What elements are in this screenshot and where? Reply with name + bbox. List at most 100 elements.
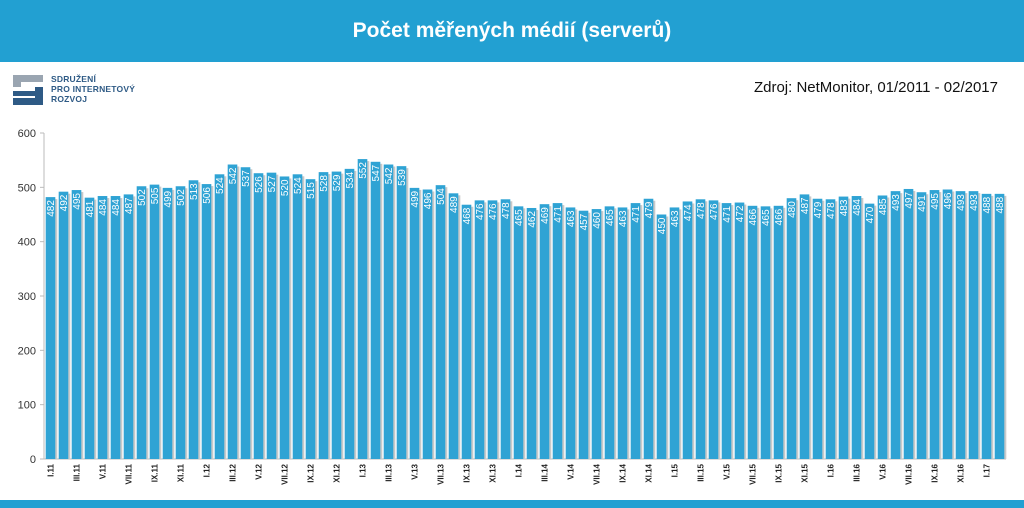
x-tick-label: IX.12 xyxy=(307,463,316,482)
bar xyxy=(84,197,95,459)
x-tick-label: XI.14 xyxy=(645,463,654,482)
bar-value-label: 529 xyxy=(332,174,343,191)
bar-value-label: 462 xyxy=(527,211,538,228)
bar-value-label: 466 xyxy=(748,208,759,225)
logo-line-2: PRO INTERNETOVÝ xyxy=(51,84,136,94)
x-tick-label: IX.11 xyxy=(151,463,160,482)
bar xyxy=(864,203,875,459)
bar xyxy=(656,214,667,459)
x-tick-label: XI.11 xyxy=(177,463,186,482)
x-tick-label: I.11 xyxy=(47,463,56,476)
bar xyxy=(45,197,56,459)
bar-value-label: 499 xyxy=(410,190,421,207)
bar-value-label: 487 xyxy=(800,197,811,214)
bar-value-label: 450 xyxy=(657,217,668,234)
bar xyxy=(435,185,446,459)
bar xyxy=(799,194,810,459)
bar xyxy=(747,205,758,459)
bar-value-label: 491 xyxy=(917,195,928,212)
bar xyxy=(71,190,82,460)
bar xyxy=(669,207,680,459)
bar-value-label: 526 xyxy=(254,176,265,193)
bar xyxy=(227,164,238,459)
bar-value-label: 539 xyxy=(397,169,408,186)
bar-value-label: 542 xyxy=(384,167,395,184)
x-tick-label: III.13 xyxy=(385,463,394,481)
bar-value-label: 468 xyxy=(462,207,473,224)
bar-value-label: 497 xyxy=(904,192,915,209)
bar-value-label: 471 xyxy=(722,206,733,223)
bar-value-label: 527 xyxy=(267,175,278,192)
bar xyxy=(162,187,173,460)
bar-value-label: 524 xyxy=(215,177,226,194)
bar xyxy=(617,207,628,459)
bar xyxy=(942,189,953,460)
bar-value-label: 457 xyxy=(579,213,590,230)
y-tick-label: 600 xyxy=(18,128,36,140)
bar-value-label: 484 xyxy=(852,199,863,216)
bar xyxy=(708,200,719,459)
x-tick-label: V.13 xyxy=(411,463,420,479)
x-tick-label: III.11 xyxy=(73,463,82,481)
bar-value-label: 502 xyxy=(176,189,187,206)
bar-value-label: 466 xyxy=(774,208,785,225)
bar xyxy=(370,161,381,459)
bar xyxy=(214,174,225,459)
bar xyxy=(123,194,134,459)
x-tick-label: V.16 xyxy=(879,463,888,479)
bar xyxy=(513,206,524,459)
bar xyxy=(357,159,368,459)
x-tick-label: I.16 xyxy=(827,463,836,477)
bar xyxy=(318,172,329,459)
bar xyxy=(474,200,485,459)
bar xyxy=(825,199,836,459)
bar-value-label: 484 xyxy=(111,199,122,216)
x-tick-label: III.14 xyxy=(541,463,550,481)
bar xyxy=(604,206,615,459)
bar xyxy=(890,191,901,459)
bar-value-label: 542 xyxy=(228,167,239,184)
bar xyxy=(916,192,927,459)
bar-value-label: 485 xyxy=(878,198,889,215)
bar xyxy=(734,202,745,459)
x-tick-label: VII.11 xyxy=(125,463,134,484)
bar xyxy=(240,167,251,460)
x-tick-label: XI.13 xyxy=(489,463,498,482)
bar-value-label: 478 xyxy=(696,202,707,219)
y-tick-label: 400 xyxy=(18,237,36,249)
bar-value-label: 496 xyxy=(943,192,954,209)
x-tick-label: VII.15 xyxy=(749,463,758,484)
bar-value-label: 471 xyxy=(553,206,564,223)
x-tick-label: III.15 xyxy=(697,463,706,481)
x-tick-label: VII.14 xyxy=(593,463,602,484)
bar xyxy=(851,196,862,459)
bar xyxy=(526,207,537,459)
bar xyxy=(981,193,992,459)
bar-value-label: 480 xyxy=(787,201,798,218)
x-tick-label: I.15 xyxy=(671,463,680,477)
bar-value-label: 513 xyxy=(189,183,200,200)
bar-value-label: 487 xyxy=(124,197,135,214)
x-tick-label: V.12 xyxy=(255,463,264,479)
x-tick-label: XI.12 xyxy=(333,463,342,482)
bar xyxy=(175,186,186,459)
bar xyxy=(58,191,69,459)
bar-value-label: 552 xyxy=(358,162,369,179)
bar-value-label: 465 xyxy=(761,209,772,226)
bar-value-label: 471 xyxy=(631,206,642,223)
bar xyxy=(552,203,563,459)
x-tick-label: IX.16 xyxy=(931,463,940,482)
bar xyxy=(500,199,511,459)
bar-value-label: 488 xyxy=(982,196,993,213)
bar-value-label: 482 xyxy=(46,200,57,217)
bar-value-label: 495 xyxy=(930,193,941,210)
bar xyxy=(448,193,459,459)
x-tick-label: IX.14 xyxy=(619,463,628,482)
bar xyxy=(344,168,355,460)
bar-value-label: 481 xyxy=(85,200,96,217)
bar-value-label: 460 xyxy=(592,212,603,229)
bar xyxy=(279,176,290,459)
bar xyxy=(461,204,472,459)
x-tick-label: VII.16 xyxy=(905,463,914,484)
bar xyxy=(929,190,940,460)
